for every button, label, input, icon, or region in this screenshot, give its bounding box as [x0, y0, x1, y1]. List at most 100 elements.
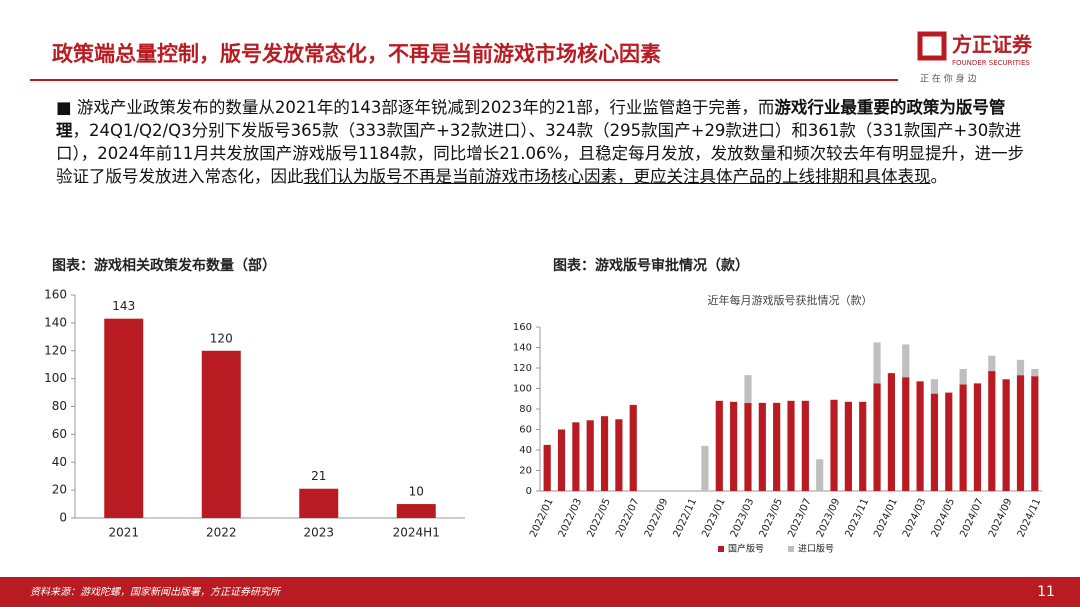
- y-tick-label: 0: [59, 511, 67, 525]
- y-tick-label: 80: [52, 399, 67, 413]
- x-tick-label: 2022: [206, 526, 237, 540]
- bar-segment: [801, 400, 809, 491]
- bar: [396, 504, 436, 518]
- slogan: 正 在 你 身 边: [920, 73, 976, 85]
- value-label: 21: [311, 469, 326, 483]
- x-tick-label: 2021: [108, 526, 139, 540]
- legend-swatch: [718, 546, 724, 552]
- bar-segment: [973, 383, 982, 491]
- y-tick-label: 100: [513, 384, 532, 395]
- bar-segment: [887, 373, 895, 491]
- chart-subtitle: 近年每月游戏版号获批情况（款）: [708, 293, 873, 307]
- bar-segment: [615, 419, 623, 491]
- footer-band: [0, 577, 1080, 607]
- x-tick-label: 2023/07: [786, 497, 814, 539]
- bar-segment: [730, 401, 738, 491]
- y-tick-label: 160: [44, 288, 67, 302]
- page-number: 11: [1037, 584, 1055, 600]
- x-tick-label: 2024/11: [1016, 497, 1044, 539]
- x-tick-label: 2022/11: [672, 497, 700, 539]
- logo-en: FOUNDER SECURITIES: [952, 59, 1030, 67]
- y-tick-label: 20: [52, 483, 67, 497]
- bar-segment: [557, 429, 566, 491]
- bar-segment: [543, 444, 551, 491]
- y-tick-label: 120: [513, 363, 532, 374]
- bar-segment: [787, 400, 795, 491]
- bar-segment: [1016, 359, 1025, 376]
- bar-segment: [930, 393, 939, 491]
- bar-segment: [988, 371, 996, 491]
- bar-segment: [959, 369, 967, 385]
- legend-swatch: [788, 546, 794, 552]
- paragraph: ■ 游戏产业政策发布的数量从2021年的143部逐年锐减到2023年的21部，行…: [56, 96, 1028, 188]
- bar-segment: [1002, 379, 1010, 491]
- y-tick-label: 140: [513, 343, 532, 354]
- bar-segment: [572, 422, 580, 491]
- bar-segment: [873, 383, 881, 491]
- bar-segment: [1031, 369, 1039, 377]
- text-run: 游戏行业最重要的政策为版号管理: [56, 98, 1006, 140]
- text-run: 游戏产业政策发布的数量从2021年的143部逐年锐减到2023年的21部，行业监…: [76, 98, 775, 117]
- chart-title: 图表：游戏相关政策发布数量（部）: [52, 257, 276, 274]
- y-tick-label: 40: [519, 445, 532, 456]
- x-tick-label: 2023/11: [844, 497, 872, 539]
- bar-segment: [600, 416, 609, 491]
- bar-segment: [586, 420, 594, 491]
- bar-segment: [902, 377, 910, 491]
- bar-segment: [988, 355, 996, 372]
- x-tick-label: 2023/01: [700, 497, 728, 539]
- x-tick-label: 2022/09: [643, 497, 671, 539]
- bar: [201, 350, 241, 518]
- y-tick-label: 20: [519, 466, 532, 477]
- x-tick-label: 2024/01: [872, 497, 900, 539]
- x-tick-label: 2023/09: [815, 497, 843, 539]
- y-tick-label: 60: [519, 425, 532, 436]
- x-tick-label: 2023: [303, 526, 334, 540]
- bar-segment: [930, 379, 939, 394]
- y-tick-label: 120: [44, 343, 67, 357]
- y-tick-label: 60: [52, 427, 67, 441]
- x-tick-label: 2022/05: [585, 497, 613, 539]
- bar-segment: [816, 459, 824, 491]
- y-tick-label: 0: [526, 486, 532, 497]
- bar-segment: [744, 375, 752, 403]
- bar-segment: [1031, 376, 1039, 491]
- x-tick-label: 2024/03: [901, 497, 929, 539]
- bar: [299, 488, 339, 518]
- text-run: 。: [930, 167, 948, 186]
- bar-segment: [1016, 375, 1025, 491]
- bar-segment: [773, 402, 781, 491]
- logo: 方正证券: [952, 33, 1033, 57]
- legend-label: 国产版号: [728, 543, 764, 555]
- value-label: 120: [210, 331, 233, 345]
- bar-segment: [916, 381, 924, 491]
- bullet: ■: [56, 98, 72, 117]
- text-run: ，24Q1/Q2/Q3分别下发版号365款（333款国产+32款进口）、324款…: [56, 121, 1025, 186]
- x-tick-label: 2022/01: [528, 497, 556, 539]
- text-run: 我们认为版号不再是当前游戏市场核心因素，更应关注具体产品的上线排期和具体表现: [303, 167, 931, 186]
- slide-title: 政策端总量控制，版号发放常态化，不再是当前游戏市场核心因素: [52, 42, 661, 66]
- x-tick-label: 2022/03: [557, 497, 585, 539]
- bar-segment: [715, 400, 723, 491]
- y-tick-label: 100: [44, 371, 67, 385]
- x-tick-label: 2024/09: [987, 497, 1015, 539]
- bar-segment: [902, 344, 910, 378]
- x-tick-label: 2022/07: [614, 497, 642, 539]
- bar-segment: [744, 402, 752, 491]
- bar-segment: [830, 399, 838, 491]
- value-label: 143: [112, 299, 135, 313]
- bar-segment: [758, 402, 766, 491]
- y-tick-label: 80: [519, 404, 532, 415]
- bar: [104, 318, 144, 518]
- y-tick-label: 140: [44, 315, 67, 329]
- bar-segment: [873, 342, 881, 384]
- bar-segment: [629, 404, 637, 491]
- bar-segment: [959, 384, 967, 491]
- bar-segment: [945, 392, 953, 491]
- bar-segment: [844, 401, 852, 491]
- y-tick-label: 160: [513, 322, 532, 333]
- legend-label: 进口版号: [798, 543, 834, 555]
- bar-segment: [859, 401, 867, 491]
